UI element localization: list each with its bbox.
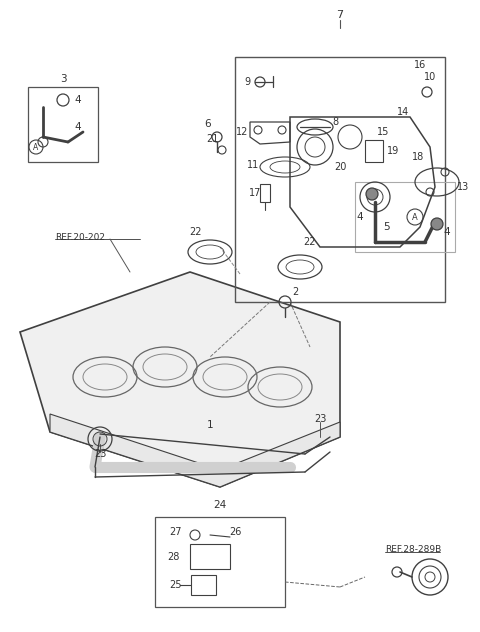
Bar bbox=[155, 517, 285, 607]
Circle shape bbox=[366, 188, 378, 200]
Bar bbox=[355, 182, 455, 252]
Text: 23: 23 bbox=[94, 449, 106, 459]
Text: A: A bbox=[412, 212, 418, 221]
Bar bbox=[365, 140, 383, 162]
Text: 14: 14 bbox=[397, 107, 409, 117]
Bar bbox=[28, 87, 98, 162]
Bar bbox=[190, 544, 230, 569]
Text: 22: 22 bbox=[304, 237, 316, 247]
Text: 7: 7 bbox=[336, 10, 344, 20]
Text: 10: 10 bbox=[424, 72, 436, 82]
Text: 4: 4 bbox=[75, 122, 81, 132]
Text: 17: 17 bbox=[249, 188, 261, 198]
Text: 3: 3 bbox=[60, 74, 66, 84]
Text: 21: 21 bbox=[206, 134, 218, 144]
Bar bbox=[235, 57, 445, 302]
Bar bbox=[260, 184, 270, 202]
Text: 13: 13 bbox=[457, 182, 469, 192]
Polygon shape bbox=[20, 272, 340, 487]
Text: 12: 12 bbox=[236, 127, 248, 137]
Text: 20: 20 bbox=[334, 162, 346, 172]
Text: 27: 27 bbox=[169, 527, 181, 537]
Text: 18: 18 bbox=[412, 152, 424, 162]
Text: 26: 26 bbox=[229, 527, 241, 537]
Text: 4: 4 bbox=[357, 212, 363, 222]
Text: 2: 2 bbox=[292, 287, 298, 297]
Text: REF.28-289B: REF.28-289B bbox=[385, 545, 441, 554]
Text: 28: 28 bbox=[167, 552, 179, 562]
Text: 16: 16 bbox=[414, 60, 426, 70]
Text: 1: 1 bbox=[207, 420, 213, 430]
Text: 15: 15 bbox=[377, 127, 389, 137]
Text: A: A bbox=[34, 142, 38, 152]
Text: 9: 9 bbox=[244, 77, 250, 87]
Text: 5: 5 bbox=[384, 222, 390, 232]
Polygon shape bbox=[50, 414, 340, 487]
Text: 4: 4 bbox=[444, 227, 450, 237]
Bar bbox=[191, 575, 216, 595]
Text: 22: 22 bbox=[189, 227, 201, 237]
Circle shape bbox=[431, 218, 443, 230]
Text: 8: 8 bbox=[332, 117, 338, 127]
Text: 19: 19 bbox=[387, 146, 399, 156]
Text: 11: 11 bbox=[247, 160, 259, 170]
Text: 23: 23 bbox=[314, 414, 326, 424]
Text: 4: 4 bbox=[75, 95, 81, 105]
Text: 24: 24 bbox=[214, 500, 227, 510]
Text: 25: 25 bbox=[169, 580, 181, 590]
Text: 6: 6 bbox=[204, 119, 211, 129]
Text: REF.20-202: REF.20-202 bbox=[55, 233, 105, 241]
